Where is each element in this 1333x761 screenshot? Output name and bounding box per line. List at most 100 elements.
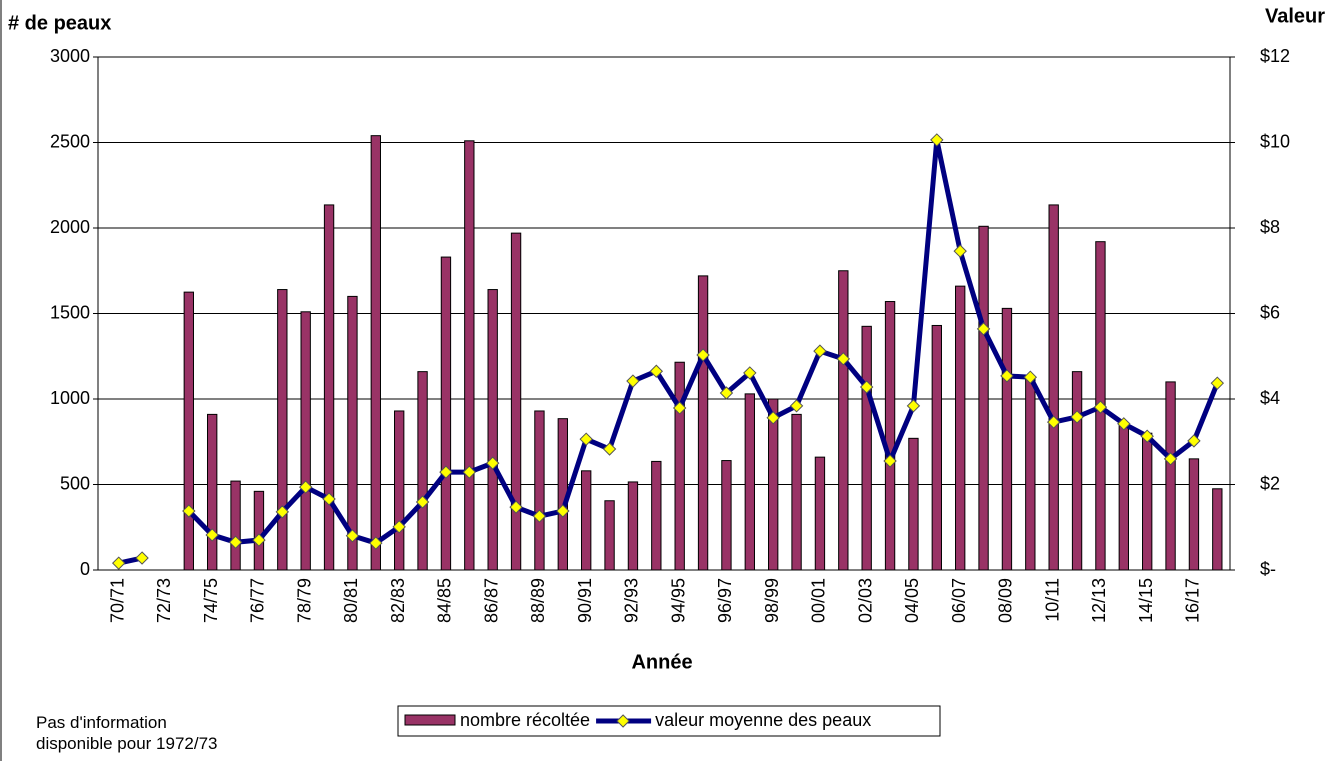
marker	[626, 374, 640, 388]
y-tick-label: 500	[60, 473, 90, 493]
marker	[1210, 376, 1225, 390]
bar	[1188, 458, 1200, 571]
marker	[953, 244, 967, 258]
bar	[1118, 424, 1129, 571]
y-tick-label: 1000	[50, 388, 90, 408]
legend-label: valeur moyenne des peaux	[655, 710, 871, 730]
y-axis-title: # de peaux	[8, 12, 111, 34]
bar	[697, 275, 709, 571]
marker	[298, 480, 313, 494]
marker	[252, 533, 266, 547]
x-tick-label: 76/77	[248, 578, 268, 623]
bar	[884, 301, 896, 571]
marker	[906, 399, 921, 413]
bar	[721, 460, 732, 571]
marker	[485, 456, 500, 470]
bar	[674, 361, 685, 571]
bar	[464, 140, 475, 571]
x-tick-label: 80/81	[341, 578, 361, 623]
x-tick-label: 74/75	[201, 578, 221, 623]
marker	[135, 551, 149, 565]
marker	[930, 133, 944, 147]
bar	[300, 311, 311, 571]
marker	[205, 528, 219, 542]
x-tick-label: 90/91	[575, 578, 595, 623]
marker	[883, 454, 897, 468]
bar	[347, 295, 358, 571]
marker	[462, 465, 477, 479]
bar	[814, 456, 826, 571]
bar	[1048, 204, 1059, 571]
x-tick-label: 82/83	[388, 578, 408, 623]
x-tick-label: 12/13	[1089, 578, 1109, 623]
bar	[207, 413, 218, 571]
marker	[556, 504, 570, 518]
bar	[604, 500, 615, 571]
marker	[789, 399, 804, 413]
x-tick-label: 86/87	[481, 578, 501, 623]
bar	[323, 204, 335, 571]
marker	[1000, 369, 1014, 383]
bar	[487, 289, 498, 571]
marker	[696, 348, 710, 362]
marker	[1187, 434, 1201, 448]
bar	[744, 393, 755, 571]
marker	[1093, 400, 1108, 414]
x-tick-label: 78/79	[294, 578, 314, 623]
marker	[532, 509, 547, 523]
bar	[370, 135, 381, 571]
bar	[1001, 307, 1013, 571]
y2-tick-label: $-	[1260, 559, 1276, 579]
bar	[253, 490, 265, 571]
marker	[111, 556, 126, 570]
marker	[1046, 415, 1061, 429]
bar	[394, 410, 405, 571]
bar	[651, 460, 662, 571]
bar	[1142, 432, 1153, 571]
x-tick-label: 10/11	[1042, 578, 1062, 622]
x-tick-label: 08/09	[996, 578, 1016, 623]
y2-tick-label: $12	[1260, 46, 1290, 66]
x-tick-label: 14/15	[1136, 578, 1156, 623]
marker	[439, 465, 453, 479]
bar	[931, 324, 942, 571]
bar	[768, 398, 779, 571]
y-tick-label: 2000	[50, 217, 90, 237]
marker	[509, 500, 523, 514]
x-axis-title: Année	[631, 651, 692, 673]
marker	[672, 401, 687, 415]
x-tick-label: 92/93	[622, 578, 642, 623]
x-tick-label: 04/05	[902, 578, 922, 623]
x-tick-label: 72/73	[154, 578, 174, 623]
note: Pas d'information disponible pour 1972/7…	[36, 713, 218, 753]
legend	[397, 705, 941, 737]
bar	[978, 225, 989, 571]
marker	[602, 442, 617, 456]
marker	[579, 432, 593, 446]
marker	[813, 344, 827, 358]
marker	[182, 504, 196, 518]
bar	[581, 470, 592, 571]
x-tick-label: 98/99	[762, 578, 782, 623]
x-tick-label: 70/71	[107, 578, 127, 623]
marker	[392, 520, 406, 534]
x-tick-label: 00/01	[809, 578, 829, 623]
marker	[345, 529, 360, 543]
x-tick-label: 96/97	[715, 578, 735, 623]
bar	[627, 481, 639, 571]
y2-axis-title: Valeur	[1265, 5, 1325, 27]
bar	[534, 410, 545, 571]
marker	[275, 505, 290, 519]
x-tick-label: 88/89	[528, 578, 548, 623]
bar	[277, 289, 288, 571]
marker	[1023, 370, 1038, 384]
bar	[908, 437, 919, 571]
marker	[766, 411, 780, 425]
marker	[976, 322, 991, 336]
bar	[1165, 381, 1176, 571]
marker	[649, 364, 664, 378]
marker	[1163, 452, 1178, 466]
bar	[183, 291, 194, 571]
x-tick-label: 84/85	[435, 578, 455, 623]
